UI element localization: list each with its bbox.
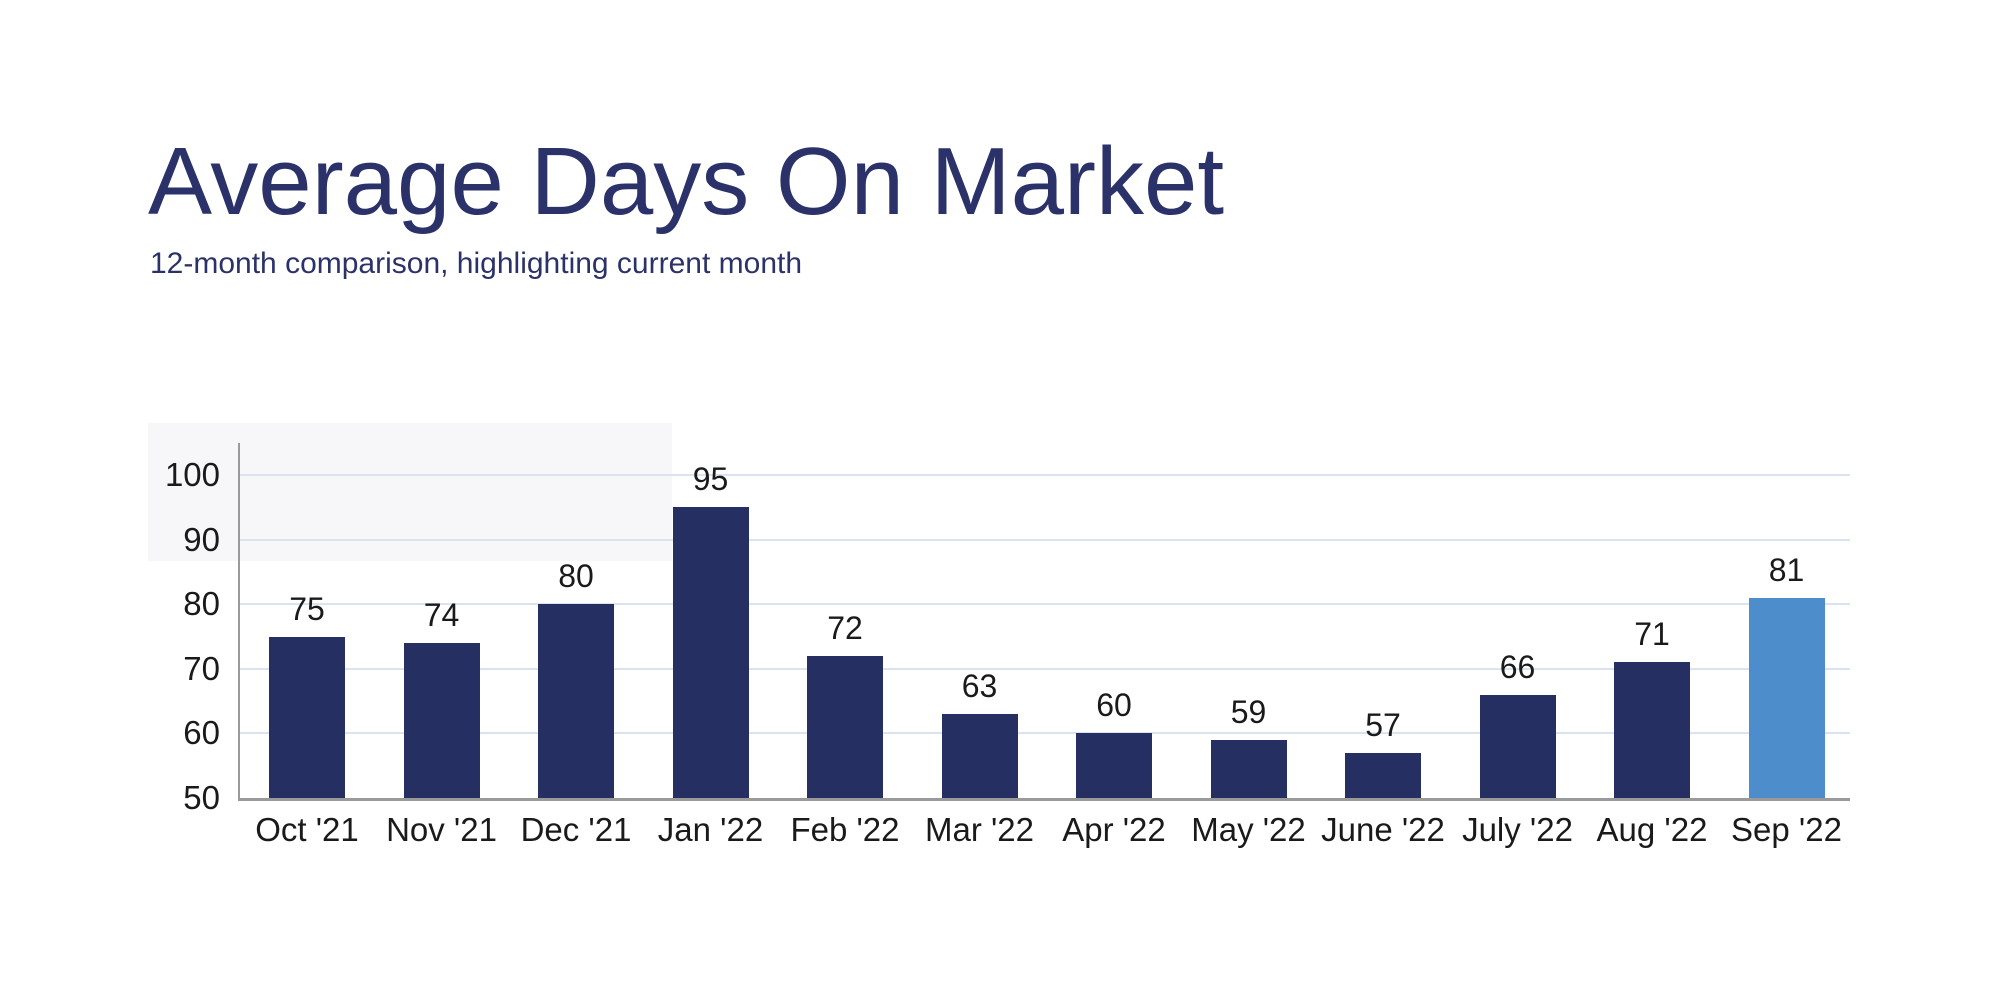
bar bbox=[807, 655, 883, 798]
bar-value-label: 66 bbox=[1499, 648, 1536, 685]
bar-value-label: 72 bbox=[827, 609, 863, 646]
gridline bbox=[240, 603, 1850, 606]
bar-value-label: 59 bbox=[1230, 693, 1267, 730]
x-axis-tick-label: Sep '22 bbox=[1731, 811, 1842, 848]
x-axis-tick-label: Oct '21 bbox=[255, 811, 359, 848]
y-axis-tick-label: 50 bbox=[183, 779, 220, 816]
bar-value-label: 57 bbox=[1365, 706, 1401, 743]
bar-value-label: 63 bbox=[961, 668, 998, 705]
x-axis-tick-label: May '22 bbox=[1191, 811, 1306, 848]
y-axis-tick-label: 80 bbox=[183, 585, 220, 623]
bar bbox=[403, 642, 480, 798]
chart-title: Average Days On Market bbox=[148, 128, 1225, 235]
bar-value-label: 95 bbox=[692, 461, 729, 498]
chart-subtitle: 12-month comparison, highlighting curren… bbox=[150, 247, 803, 280]
x-axis-tick-label: Jan '22 bbox=[657, 811, 764, 848]
x-axis-tick-label: June '22 bbox=[1321, 811, 1445, 848]
x-axis-tick-label: July '22 bbox=[1462, 811, 1573, 848]
x-axis-tick-label: Feb '22 bbox=[790, 811, 900, 848]
gridline bbox=[240, 667, 1850, 670]
x-axis-tick-label: Mar '22 bbox=[924, 811, 1034, 848]
bar bbox=[1076, 733, 1152, 798]
gridline bbox=[240, 474, 1850, 476]
x-axis-tick-label: Aug '22 bbox=[1596, 811, 1708, 848]
bar bbox=[941, 714, 1018, 798]
bar-current-month bbox=[1748, 597, 1825, 798]
bar-value-label: 60 bbox=[1096, 687, 1132, 724]
x-axis-tick-label: Nov '21 bbox=[386, 811, 497, 848]
bar-value-label: 75 bbox=[289, 590, 325, 627]
bar-value-label: 80 bbox=[558, 558, 594, 595]
gridline bbox=[240, 538, 1850, 541]
x-axis-tick-label: Apr '22 bbox=[1062, 811, 1166, 848]
y-axis-tick-label: 90 bbox=[183, 520, 220, 558]
y-axis-tick-label: 100 bbox=[164, 456, 220, 493]
bar bbox=[1614, 662, 1690, 798]
bar bbox=[1479, 694, 1556, 798]
bar-value-label: 81 bbox=[1768, 551, 1805, 588]
plot-area: 50 60 70 80 90 100 75 Oct '21 74 Nov '21 80 Dec '21… bbox=[165, 443, 1850, 848]
y-axis-tick-label: 60 bbox=[183, 714, 220, 752]
bar bbox=[269, 636, 345, 798]
bar bbox=[672, 507, 749, 798]
bar bbox=[538, 604, 614, 798]
bar bbox=[1345, 752, 1421, 798]
x-axis-tick-label: Dec '21 bbox=[520, 811, 632, 848]
chart-backdrop-shade bbox=[148, 423, 672, 561]
bar-value-label: 74 bbox=[423, 596, 460, 633]
y-axis-tick-label: 70 bbox=[183, 649, 220, 687]
bar-value-label: 71 bbox=[1634, 616, 1670, 653]
gridline bbox=[240, 732, 1850, 735]
bar bbox=[1210, 739, 1287, 798]
